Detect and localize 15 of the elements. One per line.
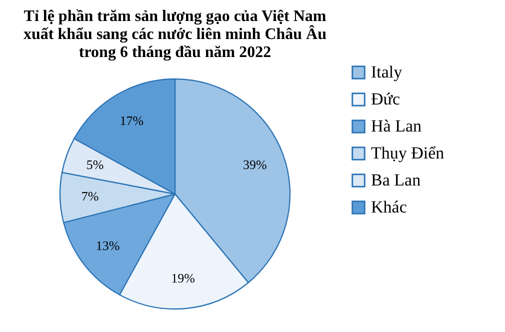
legend-label: Thụy Điển xyxy=(371,144,445,162)
text: Tỉ lệ phần trăm sản lượng gạo của Việt Nam xyxy=(24,8,326,25)
data-label: 17% xyxy=(120,112,144,128)
legend-label: Hà Lan xyxy=(371,116,422,136)
data-label: 39% xyxy=(243,157,268,172)
data-label: 13% xyxy=(96,238,120,254)
legend-label: Italy xyxy=(371,62,403,82)
text: trong 6 tháng đầu năm 2022 xyxy=(78,44,272,61)
legend-label: Ba Lan xyxy=(371,170,422,190)
legend-label: Khác xyxy=(371,198,408,216)
data-label: 5% xyxy=(86,157,104,172)
text: xuất khẩu sang các nước liên minh Châu Âu xyxy=(24,26,326,43)
legend-label: Đức xyxy=(371,90,400,108)
data-label: 7% xyxy=(81,188,99,204)
data-label: 19% xyxy=(171,270,196,286)
